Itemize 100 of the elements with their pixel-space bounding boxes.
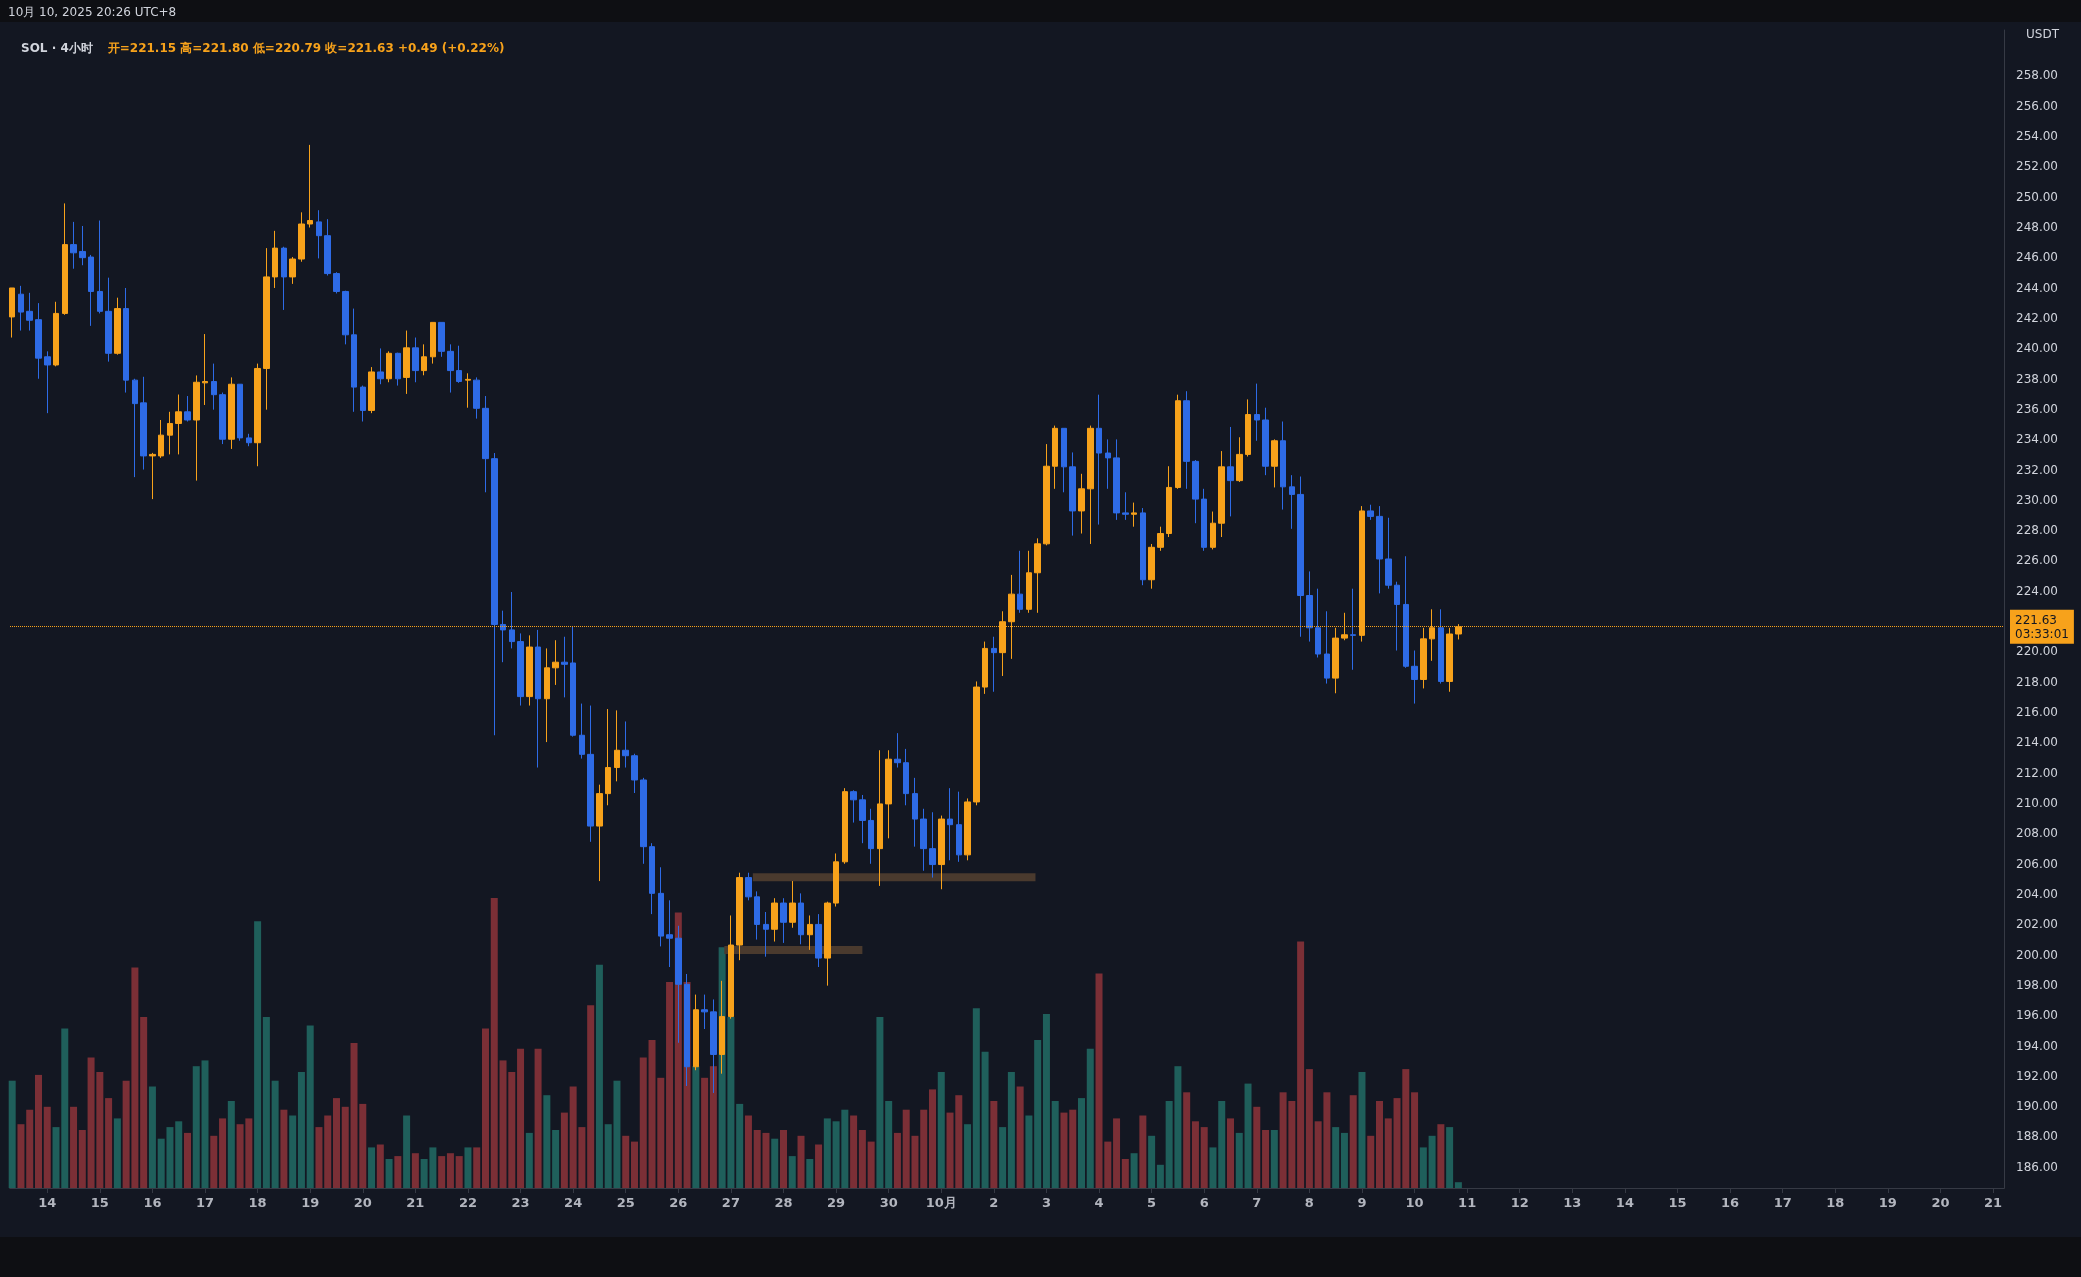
bar — [306, 1025, 314, 1188]
candlestick — [324, 218, 331, 277]
candlestick — [1254, 383, 1260, 442]
x-tick-label: 14 — [1615, 1195, 1634, 1210]
bar — [867, 1141, 875, 1188]
bar — [517, 1048, 525, 1188]
candlestick — [815, 913, 822, 968]
candlestick — [465, 372, 471, 409]
bar — [622, 1135, 630, 1188]
bar — [893, 1132, 901, 1188]
candlestick — [517, 632, 524, 707]
x-tick-label: 6 — [1199, 1195, 1209, 1210]
candlestick — [44, 350, 51, 414]
candlestick — [1227, 426, 1234, 517]
bar — [105, 1098, 113, 1188]
candlestick — [9, 287, 15, 339]
candlestick — [237, 383, 243, 442]
bar — [262, 1016, 270, 1188]
candlestick — [1192, 459, 1199, 524]
bar — [70, 1106, 78, 1188]
candlestick — [745, 872, 752, 901]
candlestick — [1236, 436, 1243, 483]
candlestick — [631, 753, 638, 794]
candlestick — [789, 880, 796, 929]
bar — [1270, 1130, 1278, 1188]
candlestick — [97, 220, 103, 314]
bar — [1200, 1127, 1208, 1188]
candlestick — [289, 256, 296, 285]
y-axis-title: USDT — [2026, 27, 2060, 41]
x-tick-label: 20 — [353, 1195, 372, 1210]
candlestick — [824, 901, 831, 987]
bar — [1384, 1118, 1392, 1188]
bar — [543, 1095, 551, 1188]
candlestick — [842, 787, 848, 865]
y-tick-label: 198.00 — [2016, 977, 2058, 992]
candlestick — [1157, 526, 1164, 552]
bar — [639, 1057, 647, 1188]
candlestick — [360, 385, 366, 423]
candlestick — [1166, 465, 1172, 538]
bar — [692, 1066, 700, 1188]
candlestick — [596, 784, 603, 882]
x-tick-label: 19 — [301, 1195, 320, 1210]
x-tick-label: 18 — [1826, 1195, 1845, 1210]
candlestick — [701, 994, 708, 1030]
bar — [709, 1066, 717, 1188]
candlestick — [1148, 543, 1155, 590]
y-tick-label: 246.00 — [2016, 250, 2058, 265]
candlestick — [254, 363, 261, 467]
candlestick — [780, 897, 787, 944]
x-tick-label: 29 — [827, 1195, 846, 1210]
bar — [1016, 1086, 1024, 1188]
candlestick — [1411, 650, 1418, 705]
candlestick — [175, 394, 182, 455]
candlestick — [149, 452, 156, 500]
bar — [964, 1124, 972, 1188]
y-tick-label: 252.00 — [2016, 159, 2058, 174]
x-tick-label: 19 — [1878, 1195, 1897, 1210]
bar — [999, 1127, 1007, 1188]
y-tick-label: 220.00 — [2016, 644, 2058, 659]
x-tick-label: 8 — [1304, 1195, 1314, 1210]
candlestick — [877, 749, 883, 887]
x-tick-label: 22 — [458, 1195, 478, 1210]
y-tick-label: 232.00 — [2016, 462, 2058, 477]
candlestick — [351, 308, 357, 413]
text: 10月 10, 2025 20:26 UTC+8 — [8, 4, 177, 21]
bar — [175, 1121, 183, 1188]
bar — [341, 1106, 349, 1188]
candlestick — [403, 330, 410, 395]
candlestick — [798, 892, 804, 945]
bar — [271, 1080, 279, 1188]
bar — [587, 1005, 595, 1188]
candlestick — [368, 366, 375, 414]
candlestick — [947, 787, 953, 861]
candlestick — [211, 363, 217, 411]
bar — [990, 1101, 998, 1188]
candlestick — [1438, 608, 1444, 685]
candlestick — [193, 374, 200, 482]
candlestick — [1332, 627, 1339, 694]
candlestick — [850, 789, 857, 824]
bar — [1183, 1092, 1191, 1188]
bar — [1121, 1159, 1129, 1188]
candlestick — [184, 395, 191, 423]
y-tick-label: 234.00 — [2016, 432, 2058, 447]
candlestick — [1078, 473, 1085, 535]
candlestick — [412, 337, 419, 383]
bar — [324, 1115, 332, 1188]
bar — [183, 1132, 191, 1188]
bar — [1454, 1182, 1462, 1188]
candlestick — [140, 376, 147, 471]
bar — [332, 1098, 340, 1188]
candlestick — [1280, 421, 1286, 511]
candlestick — [763, 911, 769, 958]
candlestick — [1201, 488, 1207, 552]
y-tick-label: 196.00 — [2016, 1008, 2058, 1023]
bar — [929, 1089, 936, 1188]
candlestick — [298, 211, 305, 263]
candlestick — [973, 680, 980, 806]
candlestick — [1394, 581, 1400, 652]
y-tick-label: 190.00 — [2016, 1099, 2058, 1114]
bar — [192, 1066, 200, 1188]
